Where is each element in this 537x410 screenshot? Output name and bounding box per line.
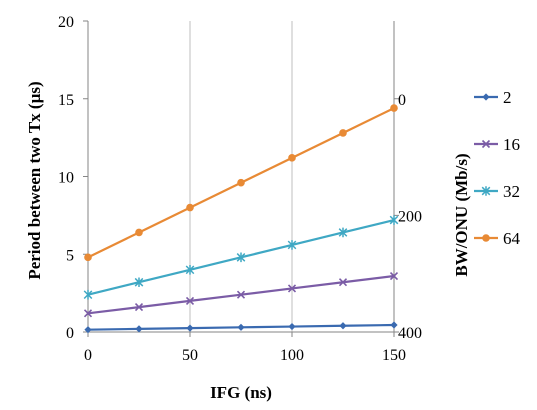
legend-item-32: 32 <box>474 182 520 201</box>
x-axis-title: IFG (ns) <box>210 383 272 402</box>
x-tick-label: 100 <box>280 347 304 364</box>
data-point-2 <box>339 322 347 330</box>
legend: 2 16 32 64 <box>474 88 521 248</box>
data-point-64 <box>84 253 92 262</box>
legend-marker <box>482 234 490 242</box>
data-point-32 <box>185 265 195 275</box>
data-point-16 <box>83 309 93 318</box>
data-point-32 <box>389 215 399 225</box>
data-point-32 <box>83 289 93 300</box>
x-tick-label: 0 <box>84 347 92 364</box>
legend-label: 32 <box>503 182 520 201</box>
y-tick-label: 0 <box>66 325 74 342</box>
data-point-64 <box>288 154 296 162</box>
data-point-64 <box>237 178 245 187</box>
data-point-16 <box>287 284 297 293</box>
y-axis-title: Period between two Tx (µs) <box>25 81 44 279</box>
y2-tick-label: 400 <box>398 325 422 342</box>
legend-label: 64 <box>503 229 521 248</box>
data-point-2 <box>288 322 296 331</box>
legend-label: 16 <box>503 135 520 154</box>
legend-marker <box>481 186 491 196</box>
data-point-2 <box>390 321 398 329</box>
data-point-2 <box>84 326 92 334</box>
data-point-16 <box>236 290 246 299</box>
data-point-2 <box>186 324 194 332</box>
y-tick-label: 5 <box>66 247 74 264</box>
data-point-64 <box>339 129 347 137</box>
legend-marker <box>481 139 491 149</box>
x-tick-label: 50 <box>182 347 198 364</box>
data-point-32 <box>338 227 348 238</box>
data-point-64 <box>135 228 143 237</box>
data-point-2 <box>135 325 143 333</box>
data-point-16 <box>389 271 399 281</box>
data-point-16 <box>185 296 195 305</box>
data-point-32 <box>236 252 246 263</box>
y-tick-label: 10 <box>58 170 74 187</box>
legend-item-2: 2 <box>474 88 512 107</box>
legend-label: 2 <box>503 88 512 107</box>
legend-item-16: 16 <box>474 135 520 154</box>
series-2 <box>84 321 398 334</box>
data-point-16 <box>338 278 348 287</box>
data-point-32 <box>287 240 297 250</box>
y-tick-label: 15 <box>58 92 74 109</box>
data-point-64 <box>390 104 398 112</box>
y2-tick-label: 200 <box>398 208 422 225</box>
series-32 <box>83 215 399 300</box>
legend-marker <box>482 93 490 101</box>
data-point-64 <box>186 203 194 212</box>
data-point-32 <box>134 277 144 288</box>
series-layer <box>83 104 399 334</box>
y2-tick-label: 0 <box>398 92 406 109</box>
data-point-16 <box>134 303 144 312</box>
series-16 <box>83 271 399 318</box>
legend-item-64: 64 <box>474 229 521 248</box>
y2-axis-title: BW/ONU (Mb/s) <box>452 153 471 276</box>
axes <box>83 20 399 337</box>
data-point-2 <box>237 323 245 331</box>
series-64 <box>84 104 398 262</box>
x-tick-label: 150 <box>382 347 406 364</box>
y-tick-label: 20 <box>58 14 74 31</box>
